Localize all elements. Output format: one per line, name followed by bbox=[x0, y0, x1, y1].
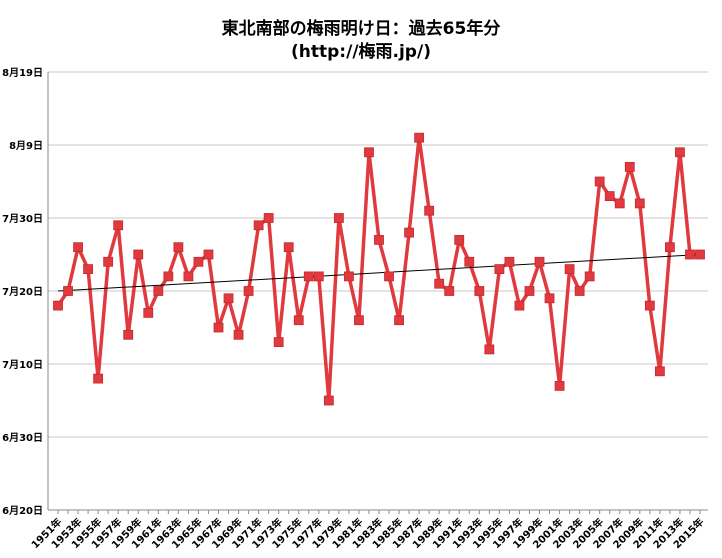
data-point bbox=[504, 256, 515, 267]
data-point bbox=[193, 256, 204, 267]
data-point bbox=[333, 213, 344, 223]
chart-subtitle: (http://梅雨.jp/) bbox=[291, 42, 431, 62]
data-point bbox=[323, 395, 334, 406]
y-tick-label: 7月10日 bbox=[2, 359, 43, 371]
data-point bbox=[604, 191, 615, 202]
data-point bbox=[183, 271, 194, 282]
data-point bbox=[534, 256, 545, 267]
data-point bbox=[364, 147, 374, 158]
data-point bbox=[695, 249, 705, 260]
data-point bbox=[303, 271, 314, 282]
data-point bbox=[233, 329, 244, 340]
data-point bbox=[524, 286, 535, 296]
y-tick-label: 8月9日 bbox=[9, 140, 43, 152]
data-point bbox=[344, 271, 354, 282]
data-point bbox=[414, 132, 425, 143]
data-point bbox=[283, 242, 294, 253]
data-point bbox=[163, 271, 174, 282]
data-point bbox=[293, 315, 304, 326]
data-point bbox=[103, 256, 114, 267]
data-point bbox=[243, 286, 254, 296]
data-point bbox=[173, 242, 184, 253]
y-tick-label: 8月19日 bbox=[2, 67, 43, 79]
data-point bbox=[153, 286, 164, 296]
data-point bbox=[253, 220, 264, 231]
data-point bbox=[83, 264, 93, 275]
data-point bbox=[484, 344, 495, 355]
data-point bbox=[213, 322, 224, 333]
data-point bbox=[554, 380, 565, 391]
data-point bbox=[564, 264, 575, 275]
data-point bbox=[404, 227, 414, 238]
data-point bbox=[464, 256, 475, 267]
data-point bbox=[685, 249, 695, 260]
data-point bbox=[223, 293, 234, 304]
y-tick-label: 7月20日 bbox=[2, 286, 43, 298]
data-point bbox=[203, 249, 214, 260]
data-point bbox=[133, 249, 144, 260]
data-point bbox=[665, 242, 675, 253]
data-point bbox=[143, 307, 154, 318]
data-point bbox=[53, 300, 63, 311]
data-point bbox=[93, 373, 104, 384]
data-point bbox=[73, 242, 83, 253]
data-point bbox=[374, 234, 384, 245]
data-point bbox=[424, 205, 435, 216]
data-point bbox=[454, 234, 465, 245]
data-point bbox=[263, 213, 274, 223]
data-point bbox=[624, 161, 635, 172]
data-point bbox=[474, 286, 485, 296]
data-point bbox=[313, 271, 324, 282]
data-point bbox=[654, 366, 665, 377]
y-tick-label: 7月30日 bbox=[2, 213, 43, 225]
data-point bbox=[273, 337, 284, 348]
data-point bbox=[434, 278, 445, 289]
data-point bbox=[584, 271, 595, 282]
data-point bbox=[394, 315, 404, 326]
data-point bbox=[444, 286, 455, 296]
data-point bbox=[634, 198, 645, 209]
y-tick-label: 6月30日 bbox=[2, 432, 43, 444]
data-point bbox=[494, 264, 505, 275]
data-point bbox=[113, 220, 124, 231]
data-point bbox=[574, 286, 585, 296]
trendline bbox=[57, 254, 701, 292]
data-point bbox=[675, 147, 685, 158]
data-point bbox=[123, 329, 134, 340]
y-tick-label: 6月20日 bbox=[2, 505, 43, 517]
data-point bbox=[354, 315, 364, 326]
data-point bbox=[63, 286, 73, 296]
data-point bbox=[614, 198, 625, 209]
data-point bbox=[644, 300, 655, 311]
data-point bbox=[544, 293, 555, 304]
chart-title: 東北南部の梅雨明け日：過去65年分 bbox=[221, 19, 501, 39]
data-point bbox=[594, 176, 605, 187]
data-point bbox=[384, 271, 394, 282]
data-point bbox=[514, 300, 525, 311]
